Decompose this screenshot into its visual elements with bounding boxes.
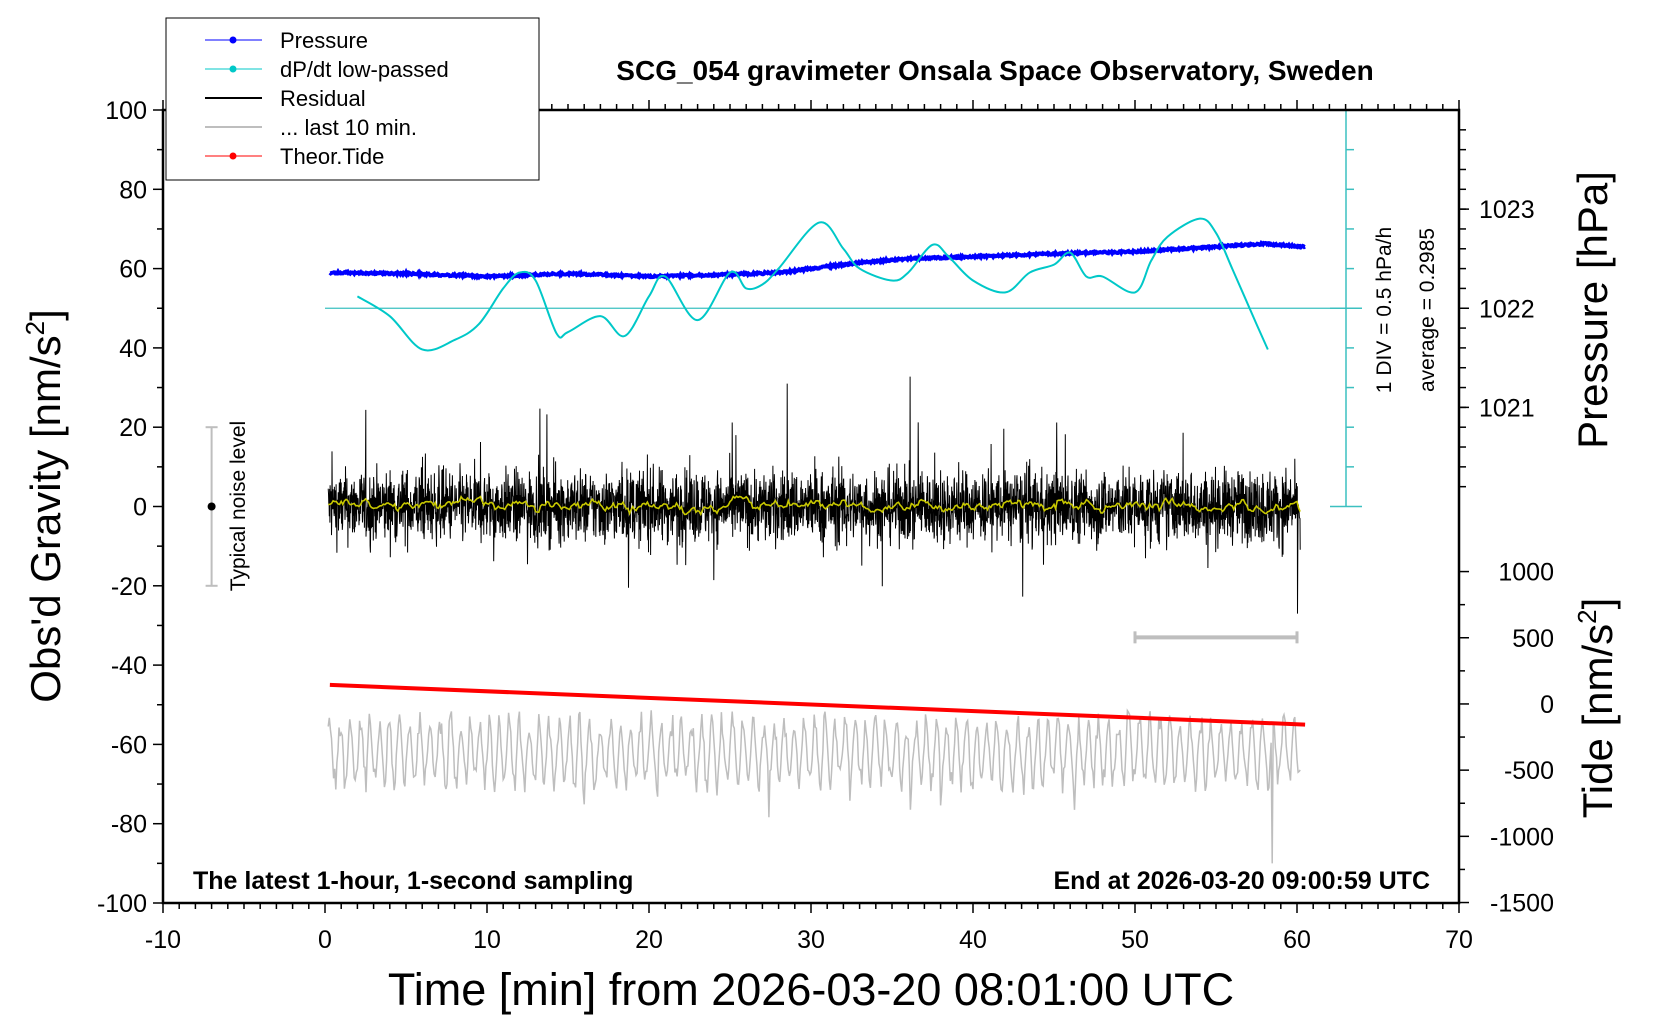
pressure-tick-label: 1022 <box>1479 295 1535 323</box>
noise-level-label: Typical noise level <box>227 421 250 591</box>
legend-label: Theor.Tide <box>280 144 384 169</box>
x-tick-label: 60 <box>1283 926 1311 954</box>
legend-label: Pressure <box>280 28 368 53</box>
y-tick-label: 60 <box>119 256 147 284</box>
pressure-tick-label: 1021 <box>1479 394 1535 422</box>
y-tick-label: -80 <box>111 811 147 839</box>
legend-marker <box>229 152 237 160</box>
legend-label: dP/dt low-passed <box>280 57 449 82</box>
x-tick-label: 10 <box>473 926 501 954</box>
noise-level-dot <box>207 502 216 511</box>
x-tick-label: 40 <box>959 926 987 954</box>
tide-tick-label: -1000 <box>1490 823 1554 851</box>
legend-label: ... last 10 min. <box>280 115 417 140</box>
chart-title: SCG_054 gravimeter Onsala Space Observat… <box>616 55 1373 86</box>
y-tick-label: 80 <box>119 176 147 204</box>
legend-marker <box>229 36 237 44</box>
x-axis-label: Time [min] from 2026-03-20 08:01:00 UTC <box>388 964 1234 1015</box>
dpdt-line <box>356 217 1269 352</box>
y-tick-label: -20 <box>111 573 147 601</box>
y-tick-label: -100 <box>97 890 147 918</box>
dpdt-scale-label: 1 DIV = 0.5 hPa/h <box>1373 227 1396 393</box>
residual-line <box>327 376 1301 614</box>
legend-label: Residual <box>280 86 366 111</box>
y-tick-label: 20 <box>119 414 147 442</box>
x-tick-label: 30 <box>797 926 825 954</box>
tide-tick-label: -1500 <box>1490 890 1554 918</box>
y-tick-label: 100 <box>105 97 147 125</box>
axes-layer: -10 0 10 20 30 40 50 60 70100806040200-20-40-60-… <box>97 97 1554 954</box>
theor-tide-line <box>329 682 1306 727</box>
y-tick-label: -40 <box>111 652 147 680</box>
tide-tick-label: 1000 <box>1498 559 1554 587</box>
y-axis-label: Obs'd Gravity [nm/s2] <box>20 309 69 703</box>
pressure-tick-label: 1023 <box>1479 196 1535 224</box>
tide-tick-label: 500 <box>1512 625 1554 653</box>
last-10-min-line <box>327 708 1301 864</box>
tide-tick-label: -500 <box>1504 757 1554 785</box>
note-right: End at 2026-03-20 09:00:59 UTC <box>1053 867 1430 895</box>
x-tick-label: -10 <box>145 926 181 954</box>
tide-tick-label: 0 <box>1540 691 1554 719</box>
x-tick-label: 50 <box>1121 926 1149 954</box>
dpdt-average-label: average = 0.2985 <box>1416 228 1439 392</box>
x-tick-label: 70 <box>1445 926 1473 954</box>
x-tick-label: 20 <box>635 926 663 954</box>
residual-smoothed-line <box>328 494 1301 517</box>
pressure-line <box>328 239 1306 282</box>
note-left: The latest 1-hour, 1-second sampling <box>193 867 633 895</box>
x-tick-label: 0 <box>318 926 332 954</box>
legend-marker <box>229 65 237 73</box>
pressure-axis-label: Pressure [hPa] <box>1569 171 1616 449</box>
y-tick-label: 40 <box>119 335 147 363</box>
plot-layer <box>205 109 1362 864</box>
tide-axis-label: Tide [nm/s2] <box>1572 598 1621 819</box>
y-tick-label: 0 <box>133 494 147 522</box>
y-tick-label: -60 <box>111 731 147 759</box>
legend: Pressure dP/dt low-passed Residual ... last… <box>165 17 540 181</box>
